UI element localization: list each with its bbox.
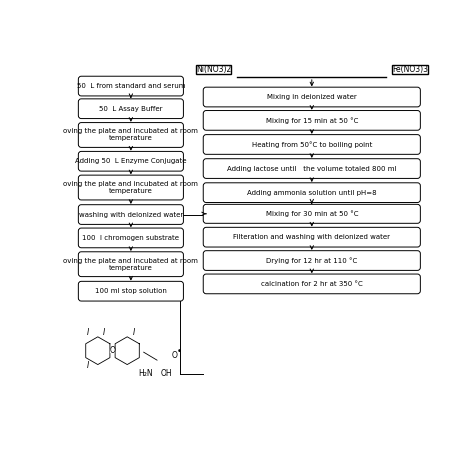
Text: •: • [177,347,182,356]
Text: Adding ammonia solution until pH=8: Adding ammonia solution until pH=8 [247,190,377,196]
Text: calcination for 2 hr at 350 °C: calcination for 2 hr at 350 °C [261,281,363,287]
Text: Mixing for 15 min at 50 °C: Mixing for 15 min at 50 °C [265,117,358,124]
FancyBboxPatch shape [203,135,420,155]
Text: I: I [132,328,135,337]
FancyBboxPatch shape [78,123,183,147]
Text: I: I [87,361,90,370]
Text: oving the plate and incubated at room
temperature: oving the plate and incubated at room te… [64,128,198,141]
FancyBboxPatch shape [203,204,420,223]
Text: washing with deionized water: washing with deionized water [79,211,183,218]
FancyBboxPatch shape [78,252,183,277]
FancyBboxPatch shape [203,110,420,130]
Text: O: O [109,346,116,355]
Text: Adding 50  L Enzyme Conjugate: Adding 50 L Enzyme Conjugate [75,158,187,164]
FancyBboxPatch shape [203,228,420,247]
FancyBboxPatch shape [203,251,420,270]
Text: oving the plate and incubated at room
temperature: oving the plate and incubated at room te… [64,258,198,271]
Text: Adding lactose until   the volume totaled 800 ml: Adding lactose until the volume totaled … [227,165,397,172]
Text: I: I [103,328,105,337]
Text: I: I [87,328,90,337]
Text: OH: OH [160,369,172,378]
FancyBboxPatch shape [78,151,183,171]
Text: Drying for 12 hr at 110 °C: Drying for 12 hr at 110 °C [266,257,357,264]
Text: 50  L Assay Buffer: 50 L Assay Buffer [99,106,163,112]
Text: Mixing in deionized water: Mixing in deionized water [267,94,356,100]
FancyBboxPatch shape [78,175,183,200]
FancyBboxPatch shape [78,99,183,118]
FancyBboxPatch shape [203,274,420,294]
FancyBboxPatch shape [78,205,183,224]
Text: 100  l chromogen substrate: 100 l chromogen substrate [82,235,179,241]
FancyBboxPatch shape [203,183,420,202]
Text: 100 ml stop solution: 100 ml stop solution [95,288,167,294]
Text: H₂N: H₂N [138,369,153,378]
Text: Heating from 50°C to boiling point: Heating from 50°C to boiling point [252,141,372,148]
Text: Fe(NO3)3: Fe(NO3)3 [392,65,428,74]
Text: 50  L from standard and serum: 50 L from standard and serum [77,83,185,89]
Text: Mixing for 30 min at 50 °C: Mixing for 30 min at 50 °C [265,210,358,217]
FancyBboxPatch shape [203,87,420,107]
Text: Ni(NO3)2: Ni(NO3)2 [196,65,231,74]
FancyBboxPatch shape [78,282,183,301]
FancyBboxPatch shape [203,159,420,178]
FancyBboxPatch shape [78,228,183,248]
Text: oving the plate and incubated at room
temperature: oving the plate and incubated at room te… [64,181,198,194]
Text: Filteration and washing with deionized water: Filteration and washing with deionized w… [233,234,390,240]
Text: O: O [171,351,177,360]
FancyBboxPatch shape [78,76,183,96]
